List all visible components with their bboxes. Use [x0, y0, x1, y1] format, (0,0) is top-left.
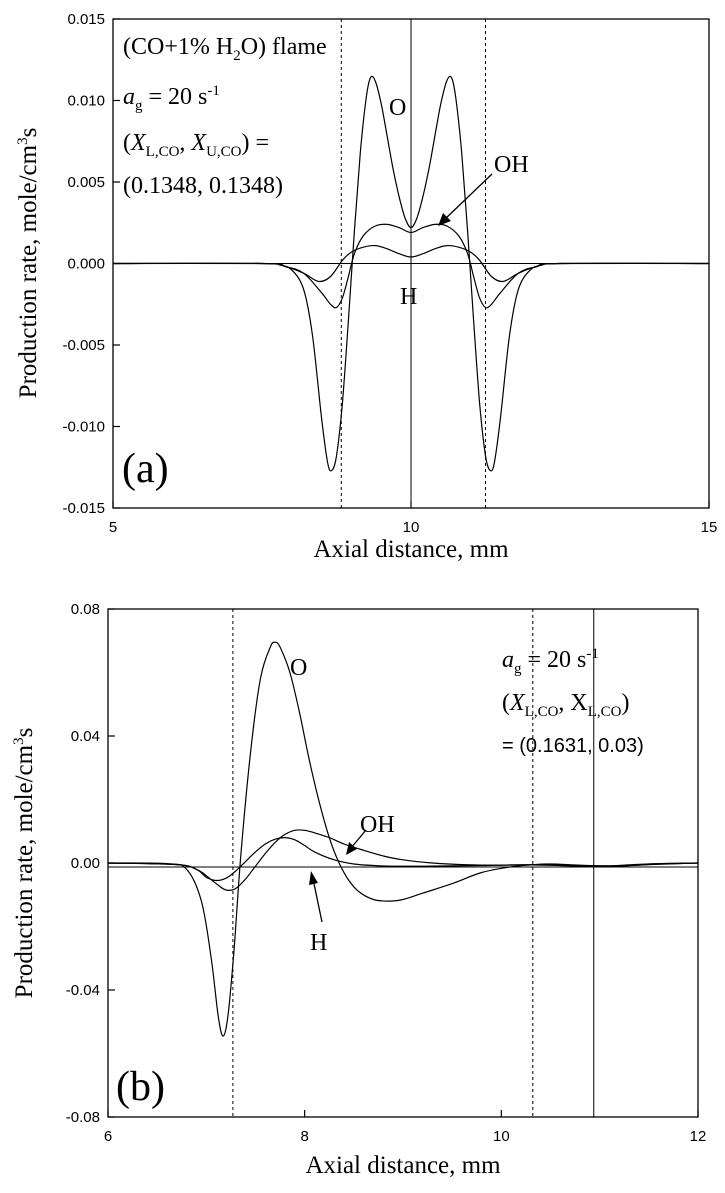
y-axis-label-a: Production rate, mole/cm3s [15, 128, 42, 399]
x-tick-label-b-0: 6 [104, 1128, 112, 1145]
series-o-line-a [112, 75, 710, 472]
strain-label-a: ag = 20 s-1 [123, 83, 220, 114]
series-label-oh-a: OH [494, 152, 529, 178]
series-o-line-b [107, 641, 699, 1037]
y-tick-label-a-0: 0.015 [67, 11, 105, 28]
series-label-oh-b: OH [360, 812, 395, 838]
y-tick-label-a-5: -0.010 [62, 419, 105, 436]
mixture-label-b: (XL,CO, XL,CO) [502, 690, 630, 720]
y-tick-label-b-1: 0.04 [71, 728, 100, 745]
curves-b [107, 641, 699, 1037]
y-tick-label-b-2: 0.00 [71, 855, 100, 872]
series-oh-line-a [112, 223, 710, 309]
series-h-line-a [112, 244, 710, 283]
x-tick-label-a-1: 10 [403, 519, 420, 536]
x-tick-label-a-0: 5 [109, 519, 117, 536]
y-tick-label-b-4: -0.08 [66, 1109, 100, 1126]
x-tick-label-a-2: 15 [701, 519, 718, 536]
y-tick-label-b-0: 0.08 [71, 601, 100, 618]
axis-ticks-a: 5 10 15 0.015 0.010 0.005 0.000 -0.005 -0.010 -0.… [62, 11, 717, 536]
y-tick-label-a-3: 0.000 [67, 256, 105, 273]
panel-a: 5 10 15 0.015 0.010 0.005 0.000 -0.005 -0.010 -0.… [15, 11, 717, 563]
arrow-oh-b [346, 829, 367, 855]
reference-lines-b [232, 609, 595, 1117]
y-axis-label-b: Production rate, mole/cm3s [11, 728, 38, 999]
strain-label-b: ag = 20 s-1 [502, 646, 599, 677]
x-axis-label-a: Axial distance, mm [313, 536, 509, 563]
reference-lines-a [340, 19, 486, 508]
mixture-label-a: (XL,CO, XU,CO) = [123, 130, 269, 160]
plot-frame-b [107, 608, 699, 1118]
panel-label-b: (b) [116, 1064, 165, 1110]
series-label-h-a: H [400, 284, 417, 310]
y-tick-label-b-3: -0.04 [66, 982, 100, 999]
arrow-oh-a [438, 173, 493, 226]
y-tick-label-a-4: -0.005 [62, 337, 105, 354]
x-tick-label-b-1: 8 [300, 1128, 308, 1145]
arrow-h-b [309, 871, 323, 923]
series-label-o-b: O [290, 655, 307, 681]
mixture-values-a: (0.1348, 0.1348) [123, 173, 283, 199]
x-tick-label-b-2: 10 [493, 1128, 510, 1145]
series-oh-line-b [107, 829, 699, 891]
y-tick-label-a-1: 0.010 [67, 93, 105, 110]
flame-label-a: (CO+1% H2O) flame [123, 34, 327, 64]
mixture-values-b: = (0.1631, 0.03) [502, 735, 644, 757]
series-label-h-b: H [310, 930, 327, 956]
curves-a [112, 75, 710, 472]
y-tick-label-a-6: -0.015 [62, 500, 105, 517]
axis-ticks-b: 6 8 10 12 0.08 0.04 0.00 -0.04 -0.08 [66, 601, 707, 1145]
series-label-o-a: O [389, 95, 406, 121]
y-tick-label-a-2: 0.005 [67, 174, 105, 191]
series-h-line-b [107, 836, 699, 882]
panel-label-a: (a) [122, 446, 169, 492]
panel-b: 6 8 10 12 0.08 0.04 0.00 -0.04 -0.08 Axial dista… [11, 601, 706, 1179]
x-axis-label-b: Axial distance, mm [305, 1152, 501, 1179]
x-tick-label-b-3: 12 [690, 1128, 707, 1145]
